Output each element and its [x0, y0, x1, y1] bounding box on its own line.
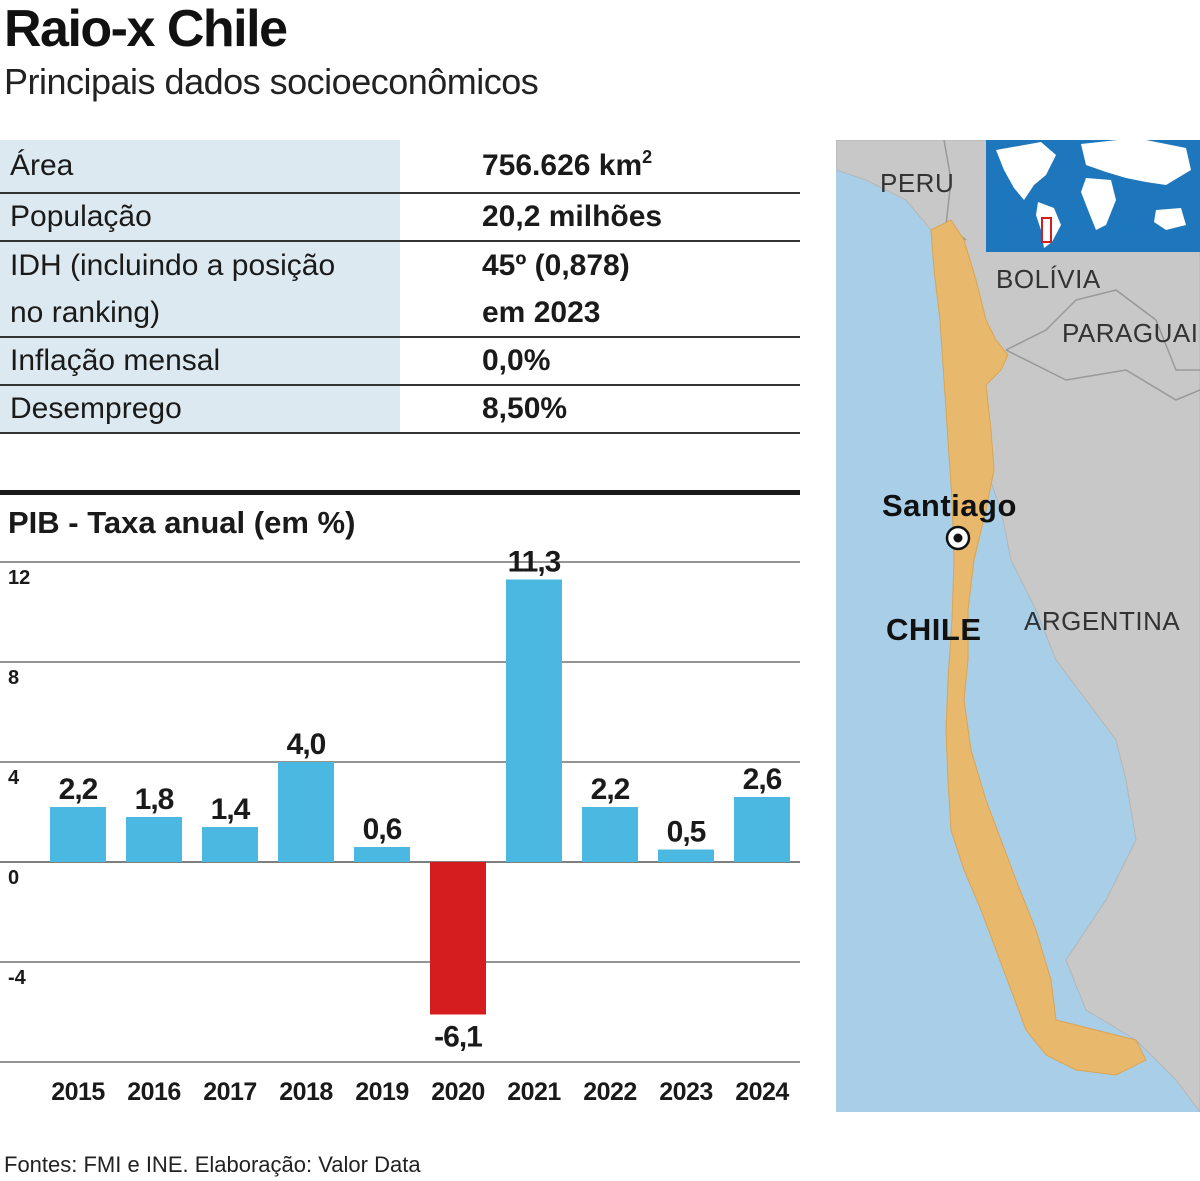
page-subtitle: Principais dados socioeconômicos [4, 61, 539, 102]
x-tick-label: 2022 [583, 1078, 637, 1106]
x-tick-label: 2024 [735, 1078, 789, 1106]
y-tick-label: 4 [8, 767, 20, 789]
x-tick-label: 2017 [203, 1078, 257, 1106]
inset-australia [1154, 208, 1186, 230]
map-label-chile: CHILE [886, 612, 982, 647]
stats-row-population: População 20,2 milhões [0, 193, 800, 242]
stats-row-idh: IDH (incluindo a posição no ranking) 45º … [0, 241, 800, 338]
x-tick-label: 2020 [431, 1078, 485, 1106]
stat-value-area: 756.626 km2 [400, 140, 800, 194]
x-tick-label: 2018 [279, 1078, 333, 1106]
stat-label-inflation: Inflação mensal [0, 337, 400, 386]
stat-value-population: 20,2 milhões [400, 193, 800, 242]
region-map-svg [836, 140, 1200, 1112]
bar-value-label: 0,6 [363, 813, 402, 846]
x-tick-label: 2019 [355, 1078, 409, 1106]
bar-value-label: 2,6 [743, 763, 782, 796]
inset-africa [1081, 178, 1116, 230]
chart-top-rule [0, 490, 800, 495]
x-tick-label: 2015 [51, 1078, 105, 1106]
bar-2016 [126, 817, 182, 862]
idh-value-line2: em 2023 [482, 296, 601, 329]
y-tick-label: 8 [8, 667, 19, 689]
stat-label-idh: IDH (incluindo a posição no ranking) [0, 241, 400, 338]
bar-2020 [430, 862, 486, 1015]
y-tick-label: 12 [8, 567, 30, 589]
stat-label-area: Área [0, 140, 400, 194]
bar-value-label: 1,8 [135, 783, 174, 816]
stat-value-inflation: 0,0% [400, 337, 800, 386]
x-tick-label: 2021 [507, 1078, 561, 1106]
chile-map: PERU BOLÍVIA PARAGUAI Santiago CHILE ARG… [836, 140, 1200, 1112]
area-unit-superscript: 2 [642, 147, 653, 167]
border-argentina-paraguay [1155, 319, 1200, 371]
stats-row-unemployment: Desemprego 8,50% [0, 385, 800, 434]
map-label-bolivia: BOLÍVIA [996, 264, 1101, 294]
bar-2021 [506, 579, 562, 862]
stat-label-population: População [0, 193, 400, 242]
bar-2017 [202, 827, 258, 862]
inset-eurasia [1081, 140, 1191, 185]
idh-label-line1: IDH (incluindo a posição [10, 249, 336, 282]
bar-2022 [582, 807, 638, 862]
border-bolivia-paraguay [1005, 289, 1157, 351]
inset-north-america [996, 142, 1056, 200]
map-label-argentina: ARGENTINA [1024, 606, 1181, 636]
x-tick-label: 2023 [659, 1078, 713, 1106]
idh-value-line1: 45º (0,878) [482, 249, 630, 282]
area-value-text: 756.626 km [482, 149, 643, 182]
bar-2023 [658, 849, 714, 862]
border-bolivia-argentina [1005, 349, 1200, 401]
x-tick-label: 2016 [127, 1078, 181, 1106]
bar-value-label: 1,4 [211, 793, 251, 826]
land-neighbors [836, 140, 1200, 1112]
bar-value-label: 4,0 [287, 728, 326, 761]
gdp-bar-chart: 12 8 4 0 -4 2,2 2015 1,8 2016 1,4 2017 4,0 2018 0,6 20… [0, 546, 800, 1106]
bar-value-label: 2,2 [591, 773, 630, 806]
map-label-santiago: Santiago [882, 488, 1017, 523]
map-label-peru: PERU [880, 168, 955, 198]
stats-row-area: Área 756.626 km2 [0, 140, 800, 194]
y-tick-label: 0 [8, 867, 19, 889]
bar-2024 [734, 797, 790, 862]
idh-label-line2: no ranking) [10, 296, 161, 329]
inset-chile-highlight [1041, 217, 1052, 243]
stat-value-idh: 45º (0,878) em 2023 [400, 241, 800, 338]
page-title: Raio-x Chile [4, 0, 288, 58]
stat-value-unemployment: 8,50% [400, 385, 800, 434]
bar-2019 [354, 847, 410, 862]
y-tick-label: -4 [8, 967, 27, 989]
santiago-marker-inner [953, 533, 963, 543]
world-inset-map [986, 140, 1200, 252]
chile-shape [930, 219, 1147, 1076]
bar-value-label: -6,1 [434, 1021, 482, 1054]
source-note: Fontes: FMI e INE. Elaboração: Valor Dat… [4, 1152, 421, 1177]
bar-value-label: 11,3 [508, 546, 561, 579]
bar-2015 [50, 807, 106, 862]
chart-title: PIB - Taxa anual (em %) [8, 505, 356, 540]
stats-table: Área 756.626 km2 População 20,2 milhões … [0, 140, 800, 434]
bar-2018 [278, 762, 334, 862]
bar-value-label: 0,5 [667, 816, 706, 849]
map-label-paraguai: PARAGUAI [1062, 318, 1199, 348]
stat-label-unemployment: Desemprego [0, 385, 400, 434]
world-inset-svg [996, 140, 1191, 248]
bar-value-label: 2,2 [59, 773, 98, 806]
stats-row-inflation: Inflação mensal 0,0% [0, 337, 800, 386]
